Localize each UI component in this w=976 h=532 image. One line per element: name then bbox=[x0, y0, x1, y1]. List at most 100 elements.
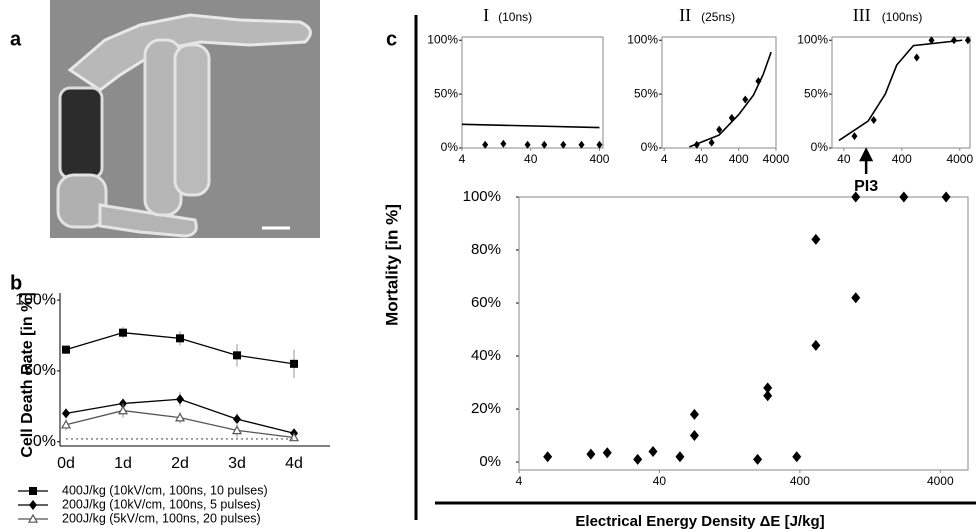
fit-curve bbox=[461, 123, 600, 129]
data-point bbox=[176, 334, 184, 343]
data-point bbox=[689, 408, 699, 420]
x-tick-label: 4 bbox=[516, 474, 523, 488]
data-point bbox=[675, 451, 685, 463]
data-point bbox=[586, 448, 596, 460]
chart-subtitle: (10ns) bbox=[498, 10, 532, 24]
data-point bbox=[870, 115, 877, 124]
x-tick-label: 40 bbox=[695, 152, 709, 166]
x-tick-label: 4d bbox=[285, 455, 303, 472]
y-tick-label: 50% bbox=[804, 86, 828, 100]
data-point bbox=[811, 339, 821, 351]
plot-frame bbox=[518, 196, 969, 471]
data-point bbox=[233, 414, 241, 425]
x-axis-label: Electrical Energy Density ΔE [J/kg] bbox=[575, 513, 824, 530]
y-tick-label: 20% bbox=[471, 400, 501, 417]
x-tick-label: 4 bbox=[459, 152, 466, 166]
y-tick-label: 80% bbox=[471, 241, 501, 258]
data-point bbox=[500, 139, 507, 148]
y-tick-label: 60% bbox=[471, 294, 501, 311]
data-point bbox=[541, 140, 548, 149]
data-point bbox=[596, 140, 603, 149]
y-tick-label: 40% bbox=[471, 347, 501, 364]
data-point bbox=[928, 36, 935, 45]
data-point bbox=[964, 36, 971, 45]
plot-frame bbox=[461, 36, 604, 149]
data-point bbox=[174, 412, 186, 422]
fit-curve bbox=[689, 51, 772, 148]
data-point bbox=[62, 345, 70, 354]
data-point bbox=[941, 191, 951, 203]
legend-marker bbox=[29, 500, 37, 510]
x-tick-label: 4000 bbox=[946, 152, 973, 166]
data-point bbox=[753, 453, 763, 465]
data-point bbox=[62, 408, 70, 419]
data-point bbox=[117, 405, 129, 415]
chart-title: III bbox=[853, 5, 871, 25]
data-point bbox=[60, 419, 72, 429]
y-tick-label: 50% bbox=[24, 362, 56, 379]
data-point bbox=[176, 394, 184, 405]
data-point bbox=[755, 77, 762, 86]
legend-label: 200J/kg (10kV/cm, 100ns, 5 pulses) bbox=[62, 497, 261, 511]
data-point bbox=[231, 425, 243, 435]
data-point bbox=[763, 390, 773, 402]
y-tick-label: 0% bbox=[441, 140, 459, 154]
legend-label: 200J/kg (5kV/cm, 100ns, 20 pulses) bbox=[62, 511, 261, 525]
y-tick-label: 100% bbox=[463, 188, 501, 205]
y-tick-label: 50% bbox=[434, 86, 458, 100]
y-tick-label: 100% bbox=[797, 32, 828, 46]
data-point bbox=[482, 140, 489, 149]
data-point bbox=[693, 140, 700, 149]
data-point bbox=[951, 36, 958, 45]
data-point bbox=[119, 328, 127, 337]
data-point bbox=[763, 382, 773, 394]
annotation-arrow bbox=[859, 147, 874, 174]
x-tick-label: 1d bbox=[114, 455, 132, 472]
y-tick-label: 100% bbox=[627, 32, 658, 46]
data-point bbox=[728, 113, 735, 122]
panel-label: a bbox=[10, 28, 22, 50]
x-tick-label: 40 bbox=[524, 152, 538, 166]
x-tick-label: 400 bbox=[790, 474, 810, 488]
x-tick-label: 3d bbox=[228, 455, 246, 472]
micrograph bbox=[50, 0, 320, 238]
x-tick-label: 4000 bbox=[763, 152, 790, 166]
data-point bbox=[560, 140, 567, 149]
data-point bbox=[602, 447, 612, 459]
chart-title: I bbox=[483, 5, 489, 25]
y-tick-label: 100% bbox=[427, 32, 458, 46]
data-point bbox=[716, 125, 723, 134]
y-tick-label: 0% bbox=[479, 453, 501, 470]
y-tick-label: 0% bbox=[641, 140, 659, 154]
data-point bbox=[851, 132, 858, 141]
x-tick-label: 400 bbox=[589, 152, 609, 166]
y-axis-label: Mortality [in %] bbox=[382, 204, 401, 326]
data-point bbox=[708, 138, 715, 147]
data-point bbox=[648, 445, 658, 457]
legend-marker bbox=[29, 487, 37, 495]
data-point bbox=[543, 451, 553, 463]
x-tick-label: 40 bbox=[837, 152, 851, 166]
data-point bbox=[578, 140, 585, 149]
x-tick-label: 2d bbox=[171, 455, 189, 472]
data-point bbox=[811, 233, 821, 245]
y-tick-label: 0% bbox=[33, 433, 56, 450]
y-tick-label: 50% bbox=[634, 86, 658, 100]
y-tick-label: 100% bbox=[15, 291, 56, 308]
x-tick-label: 400 bbox=[729, 152, 749, 166]
legend-marker bbox=[27, 513, 39, 523]
x-tick-label: 40 bbox=[653, 474, 667, 488]
data-point bbox=[290, 359, 298, 368]
annotation-label: PI3 bbox=[854, 178, 878, 195]
x-tick-label: 0d bbox=[57, 455, 75, 472]
y-axis-label: Cell Death Rate [in %] bbox=[19, 292, 36, 457]
chart-subtitle: (25ns) bbox=[701, 10, 735, 24]
data-point bbox=[233, 351, 241, 360]
data-point bbox=[792, 451, 802, 463]
chart-subtitle: (100ns) bbox=[882, 10, 923, 24]
chart-title: II bbox=[679, 5, 691, 25]
data-point bbox=[524, 140, 531, 149]
data-point bbox=[851, 292, 861, 304]
y-tick-label: 0% bbox=[811, 140, 829, 154]
